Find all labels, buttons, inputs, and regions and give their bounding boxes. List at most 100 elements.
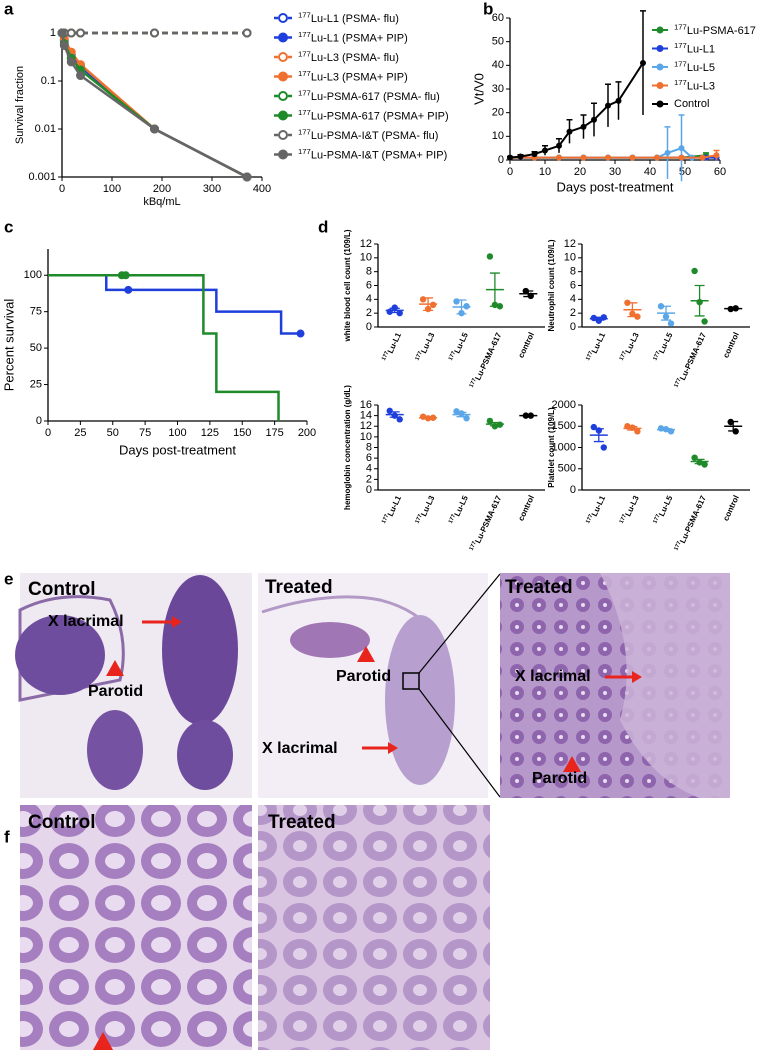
sem-bar xyxy=(694,458,705,465)
image-title: Control xyxy=(28,812,96,833)
point xyxy=(150,124,159,134)
legend-label: 177Lu-PSMA-I&T (PSMA+ PIP) xyxy=(298,147,447,162)
x-tick-label: 50 xyxy=(679,166,691,178)
y-tick-label: 500 xyxy=(558,463,576,475)
y-axis-label: Vt/V0 xyxy=(471,73,486,105)
panel-letter: f xyxy=(4,827,10,846)
x-tick-label: 177Lu-L3 xyxy=(619,331,641,364)
x-tick-label: 25 xyxy=(74,427,86,439)
zoom-line xyxy=(418,688,501,798)
image-title: Treated xyxy=(265,577,333,598)
legend-marker xyxy=(278,149,288,160)
panel-letter: d xyxy=(318,217,328,236)
y-tick-label: 6 xyxy=(366,279,372,291)
sem-bar xyxy=(456,411,467,418)
y-tick-label: 0 xyxy=(366,484,372,496)
sem-bar xyxy=(523,290,534,298)
legend-label: 177Lu-L1 xyxy=(674,41,715,56)
annotation: X lacrimal xyxy=(48,613,124,630)
point xyxy=(701,461,708,468)
arrowhead xyxy=(632,671,642,683)
point xyxy=(386,308,393,315)
x-tick-label: 177Lu-L5 xyxy=(448,494,470,527)
y-tick-label: 10 xyxy=(492,130,504,142)
image-title: Treated xyxy=(505,577,573,598)
x-tick-label: 177Lu-L3 xyxy=(415,494,437,527)
x-tick-label: 200 xyxy=(153,183,171,195)
tissue xyxy=(162,575,238,725)
y-tick-label: 100 xyxy=(24,269,42,281)
point xyxy=(678,145,685,152)
zoom-box xyxy=(402,672,420,690)
point xyxy=(242,172,252,182)
legend-marker xyxy=(656,82,664,89)
y-tick-label: 2 xyxy=(366,307,372,319)
legend-label: 177Lu-PSMA-617 (PSMA- flu) xyxy=(298,88,440,103)
y-tick-label: 0 xyxy=(36,415,42,427)
panel-letter: b xyxy=(483,0,493,18)
legend-marker xyxy=(656,63,664,71)
tissue xyxy=(177,720,233,790)
triangle xyxy=(106,660,124,676)
triangle xyxy=(563,756,581,772)
arrowhead xyxy=(388,742,398,754)
x-tick-label: 125 xyxy=(201,427,219,439)
legend-label: 177Lu-PSMA-I&T (PSMA- flu) xyxy=(298,127,438,142)
y-tick-label: 0 xyxy=(570,321,576,333)
y-tick-label: 1 xyxy=(50,27,56,39)
x-tick-label: 177Lu-L5 xyxy=(448,331,470,364)
x-tick-label: 177Lu-L1 xyxy=(381,494,403,527)
x-axis-label: kBq/mL xyxy=(143,196,180,208)
x-tick-label: 177Lu-L5 xyxy=(653,331,675,364)
point xyxy=(556,154,562,161)
y-tick-label: 12 xyxy=(360,420,372,432)
survival-line xyxy=(48,273,280,421)
y-axis-label: Percent survival xyxy=(1,299,16,392)
y-tick-label: 1500 xyxy=(552,420,576,432)
tissue xyxy=(600,573,730,798)
x-tick-label: 177Lu-L3 xyxy=(415,331,437,364)
sem-bar xyxy=(423,297,434,312)
y-tick-label: 0 xyxy=(366,321,372,333)
y-tick-label: 60 xyxy=(492,12,504,24)
point xyxy=(629,154,636,161)
triangle xyxy=(357,646,375,662)
x-tick-label: 177Lu-L1 xyxy=(381,331,403,364)
y-tick-label: 4 xyxy=(366,293,372,305)
x-tick-label: control xyxy=(721,331,741,359)
legend-label: 177Lu-PSMA-617 xyxy=(674,22,756,37)
point xyxy=(654,154,660,161)
annotation: X lacrimal xyxy=(515,668,591,685)
y-tick-label: 8 xyxy=(570,266,576,278)
y-axis-label: Neutrophil count (109/L) xyxy=(547,239,556,331)
y-tick-label: 14 xyxy=(360,410,372,422)
censor-mark xyxy=(296,329,305,338)
point xyxy=(580,154,587,161)
legend-marker xyxy=(278,13,288,23)
arrowhead xyxy=(172,616,182,628)
point xyxy=(76,28,85,38)
point xyxy=(59,40,69,50)
y-tick-label: 10 xyxy=(360,252,372,264)
x-tick-label: 177Lu-L3 xyxy=(619,494,641,527)
series-line xyxy=(60,32,248,179)
x-tick-label: 40 xyxy=(644,166,656,178)
legend-marker xyxy=(278,110,288,121)
x-tick-label: 0 xyxy=(59,183,65,195)
point xyxy=(605,154,611,161)
sem-bar xyxy=(389,307,400,314)
point xyxy=(507,154,513,161)
y-tick-label: 2 xyxy=(366,473,372,485)
x-tick-label: 177Lu-PSMA-617 xyxy=(469,494,504,554)
sem-bar xyxy=(456,299,467,315)
x-tick-label: 150 xyxy=(233,427,251,439)
histology-e: e Control X lacrimal Parotid Treated Par… xyxy=(4,569,730,798)
legend-marker xyxy=(656,26,664,34)
image xyxy=(20,805,252,1050)
x-tick-label: 10 xyxy=(539,166,551,178)
y-tick-label: 10 xyxy=(564,252,576,264)
series-line xyxy=(510,154,717,159)
y-tick-label: 4 xyxy=(570,293,576,305)
point xyxy=(664,149,671,156)
